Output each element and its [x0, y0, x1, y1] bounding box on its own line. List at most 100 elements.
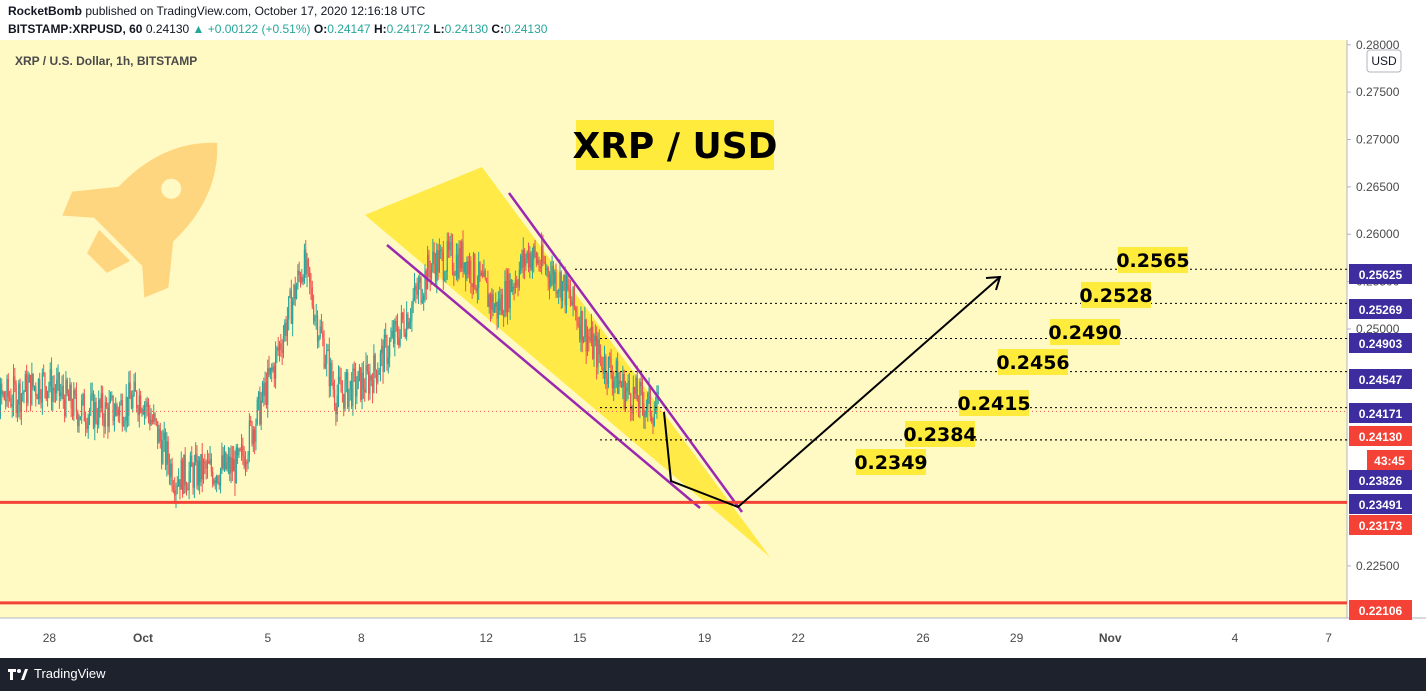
candle [499, 286, 501, 316]
tradingview-brand[interactable]: TradingView [34, 666, 106, 681]
candle [265, 372, 268, 409]
candle-body [214, 480, 216, 484]
candle-body [530, 253, 532, 270]
candle-body [134, 381, 136, 392]
candle-body [272, 366, 274, 371]
candle-body [54, 390, 57, 394]
candle-body [399, 329, 401, 346]
candle [223, 445, 226, 472]
candle-body [575, 307, 577, 313]
candle [523, 248, 526, 280]
candle-body [248, 420, 250, 456]
candle [421, 288, 423, 305]
candle [261, 380, 264, 403]
candle [402, 311, 404, 324]
candle [377, 362, 379, 385]
candle [37, 378, 40, 405]
candle-body [198, 460, 201, 483]
candle [54, 384, 57, 403]
y-tick-label-3: 0.27000 [1356, 132, 1400, 146]
candle-body [309, 267, 311, 283]
candle [424, 264, 426, 303]
open-label: O: [313, 22, 328, 36]
candle [275, 341, 277, 389]
candle [483, 259, 485, 277]
candle-body [474, 254, 476, 288]
candle [655, 396, 657, 414]
candle-body [290, 290, 292, 324]
candle-body [284, 322, 286, 336]
candle-body [555, 272, 557, 294]
candle [136, 389, 138, 413]
candle-body [461, 241, 463, 269]
candle-body [66, 379, 68, 394]
candle [585, 318, 587, 365]
candle [598, 329, 600, 364]
candle-body [462, 241, 464, 272]
candle [462, 230, 464, 278]
candle-body [31, 373, 33, 405]
candle [517, 279, 519, 297]
candle [576, 306, 578, 330]
candle-body [517, 285, 519, 288]
candle [609, 352, 611, 368]
chart-area[interactable]: XRP / U.S. Dollar, 1h, BITSTAMP XRP / USD… [0, 40, 1426, 663]
candle [525, 253, 527, 271]
candle-body [558, 290, 560, 292]
candle-body [424, 270, 426, 296]
candle [390, 327, 392, 342]
candle-body [373, 354, 375, 393]
candle [623, 369, 625, 411]
candle [238, 447, 240, 458]
candle-body [565, 275, 568, 306]
candle [496, 301, 498, 330]
candle-body [149, 413, 151, 425]
candle [647, 391, 649, 422]
candle [107, 402, 109, 439]
candle-body [437, 250, 439, 272]
publisher-name[interactable]: RocketBomb [8, 4, 83, 18]
candle [73, 382, 75, 422]
candle [406, 301, 408, 341]
candle [69, 377, 71, 402]
candle [485, 277, 488, 284]
candle [260, 391, 262, 431]
candle-body [19, 383, 21, 412]
candle [606, 372, 608, 396]
scale-label-bg [1349, 333, 1412, 353]
candle [407, 312, 409, 330]
candle [12, 364, 15, 417]
candle-body [404, 333, 406, 337]
candle [530, 251, 532, 272]
candle-body [43, 372, 45, 374]
candle-body [383, 334, 385, 372]
candle [398, 326, 400, 349]
time-scale-background [0, 618, 1426, 663]
candle [548, 271, 551, 300]
candle-body [180, 460, 182, 490]
candle [330, 357, 332, 397]
candle-body [140, 395, 142, 413]
candle [572, 286, 574, 317]
candle [46, 390, 49, 407]
candle-body [205, 463, 207, 469]
tradingview-logo-icon[interactable] [8, 666, 28, 682]
candle [112, 395, 114, 426]
candle [27, 370, 29, 407]
candle [412, 287, 414, 314]
candle-body [364, 388, 366, 392]
candle [533, 243, 535, 273]
candle-body [129, 382, 131, 399]
price-chart[interactable]: XRP / U.S. Dollar, 1h, BITSTAMP XRP / USD… [0, 40, 1426, 663]
scale-label-1: 0.25625 [1349, 264, 1412, 284]
candle [164, 428, 167, 471]
candle [341, 380, 344, 403]
candle-body [56, 379, 58, 394]
candle [155, 418, 157, 427]
candle [19, 378, 21, 420]
symbol-line: BITSTAMP:XRPUSD, 60 0.24130 ▲ +0.00122 (… [8, 22, 547, 36]
candle [280, 334, 282, 357]
candle-body [447, 241, 450, 251]
candle-body [512, 286, 514, 292]
x-tick-label-5: 12 [480, 631, 494, 645]
